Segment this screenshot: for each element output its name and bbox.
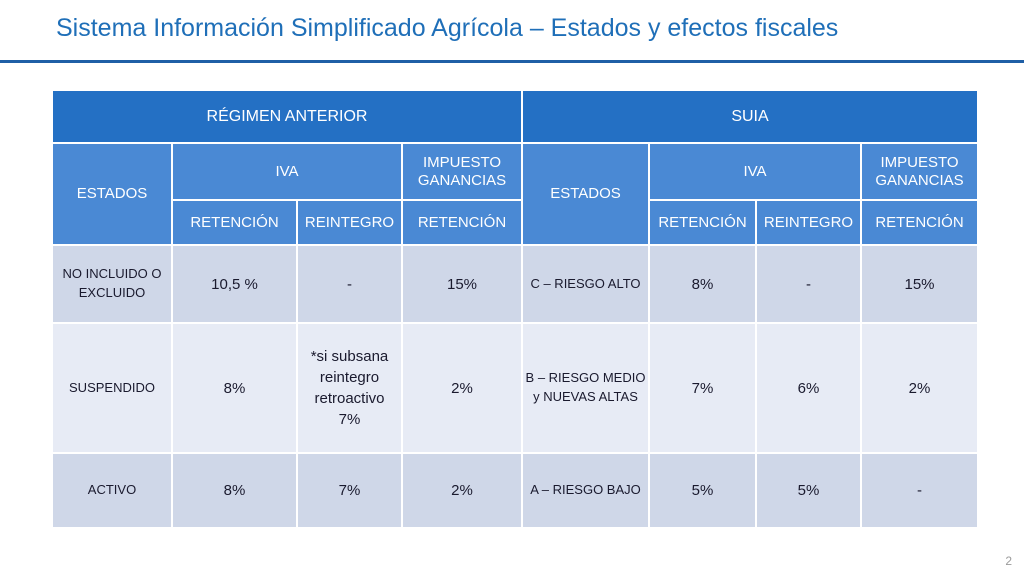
row-activo-prev-estado: ACTIVO <box>53 454 171 527</box>
row-b-suia-iva-reintegro: 6% <box>757 324 860 452</box>
header-regimen-anterior: RÉGIMEN ANTERIOR <box>53 91 521 142</box>
row-no-incluido-prev-iva-retencion: 10,5 % <box>173 246 296 322</box>
title-divider <box>0 60 1024 63</box>
header-suia-impuesto-ganancias: IMPUESTO GANANCIAS <box>862 144 977 199</box>
row-activo-prev-ganancias: 2% <box>403 454 521 527</box>
header-suia-iva: IVA <box>650 144 860 199</box>
row-c-suia-iva-retencion: 8% <box>650 246 755 322</box>
row-no-incluido-prev-ganancias: 15% <box>403 246 521 322</box>
header-suia-ganancias-retencion: RETENCIÓN <box>862 201 977 244</box>
fiscal-states-table: RÉGIMEN ANTERIOR SUIA ESTADOS IVA IMPUES… <box>53 91 977 527</box>
header-suia-iva-reintegro: REINTEGRO <box>757 201 860 244</box>
row-activo-prev-iva-reintegro: 7% <box>298 454 401 527</box>
row-suspendido-prev-estado: SUSPENDIDO <box>53 324 171 452</box>
header-prev-impuesto-ganancias: IMPUESTO GANANCIAS <box>403 144 521 199</box>
row-a-suia-iva-retencion: 5% <box>650 454 755 527</box>
row-suspendido-prev-iva-reintegro: *si subsana reintegro retroactivo 7% <box>298 324 401 452</box>
row-b-suia-ganancias: 2% <box>862 324 977 452</box>
row-no-incluido-prev-iva-reintegro: - <box>298 246 401 322</box>
row-c-suia-iva-reintegro: - <box>757 246 860 322</box>
row-a-suia-estado: A – RIESGO BAJO <box>523 454 648 527</box>
row-a-suia-iva-reintegro: 5% <box>757 454 860 527</box>
row-suspendido-prev-ganancias: 2% <box>403 324 521 452</box>
header-prev-estados: ESTADOS <box>53 144 171 244</box>
row-c-suia-estado: C – RIESGO ALTO <box>523 246 648 322</box>
page-number: 2 <box>1005 554 1012 568</box>
row-activo-prev-iva-retencion: 8% <box>173 454 296 527</box>
page-title: Sistema Información Simplificado Agrícol… <box>56 14 839 42</box>
row-suspendido-prev-iva-retencion: 8% <box>173 324 296 452</box>
row-c-suia-ganancias: 15% <box>862 246 977 322</box>
header-suia: SUIA <box>523 91 977 142</box>
row-no-incluido-prev-estado: NO INCLUIDO O EXCLUIDO <box>53 246 171 322</box>
row-b-suia-estado: B – RIESGO MEDIO y NUEVAS ALTAS <box>523 324 648 452</box>
row-a-suia-ganancias: - <box>862 454 977 527</box>
row-b-suia-iva-retencion: 7% <box>650 324 755 452</box>
header-suia-iva-retencion: RETENCIÓN <box>650 201 755 244</box>
header-prev-iva: IVA <box>173 144 401 199</box>
header-prev-ganancias-retencion: RETENCIÓN <box>403 201 521 244</box>
header-suia-estados: ESTADOS <box>523 144 648 244</box>
header-prev-iva-reintegro: REINTEGRO <box>298 201 401 244</box>
header-prev-iva-retencion: RETENCIÓN <box>173 201 296 244</box>
